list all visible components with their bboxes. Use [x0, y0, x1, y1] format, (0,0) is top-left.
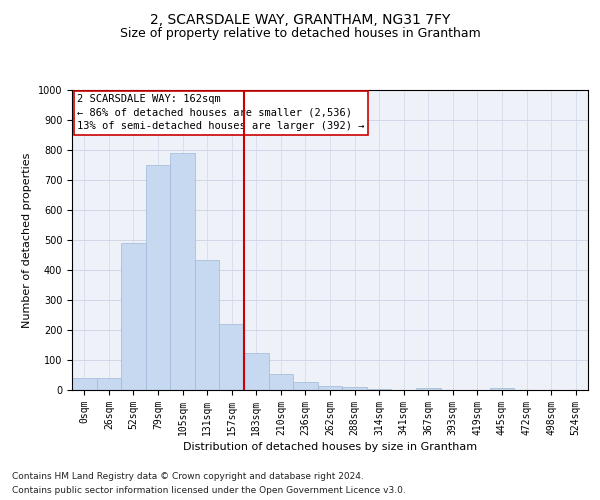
Bar: [416, 388, 440, 390]
Bar: [72, 378, 97, 390]
X-axis label: Distribution of detached houses by size in Grantham: Distribution of detached houses by size …: [183, 442, 477, 452]
Bar: [318, 386, 342, 390]
Bar: [195, 260, 220, 390]
Text: 2 SCARSDALE WAY: 162sqm
← 86% of detached houses are smaller (2,536)
13% of semi: 2 SCARSDALE WAY: 162sqm ← 86% of detache…: [77, 94, 365, 131]
Bar: [367, 388, 391, 390]
Bar: [121, 243, 146, 390]
Bar: [170, 153, 195, 390]
Bar: [220, 324, 244, 390]
Text: Contains public sector information licensed under the Open Government Licence v3: Contains public sector information licen…: [12, 486, 406, 495]
Bar: [342, 387, 367, 390]
Bar: [146, 165, 170, 390]
Bar: [244, 352, 269, 390]
Text: 2, SCARSDALE WAY, GRANTHAM, NG31 7FY: 2, SCARSDALE WAY, GRANTHAM, NG31 7FY: [150, 12, 450, 26]
Bar: [269, 374, 293, 390]
Bar: [490, 388, 514, 390]
Text: Contains HM Land Registry data © Crown copyright and database right 2024.: Contains HM Land Registry data © Crown c…: [12, 472, 364, 481]
Bar: [97, 378, 121, 390]
Text: Size of property relative to detached houses in Grantham: Size of property relative to detached ho…: [119, 28, 481, 40]
Y-axis label: Number of detached properties: Number of detached properties: [22, 152, 32, 328]
Bar: [293, 382, 318, 390]
